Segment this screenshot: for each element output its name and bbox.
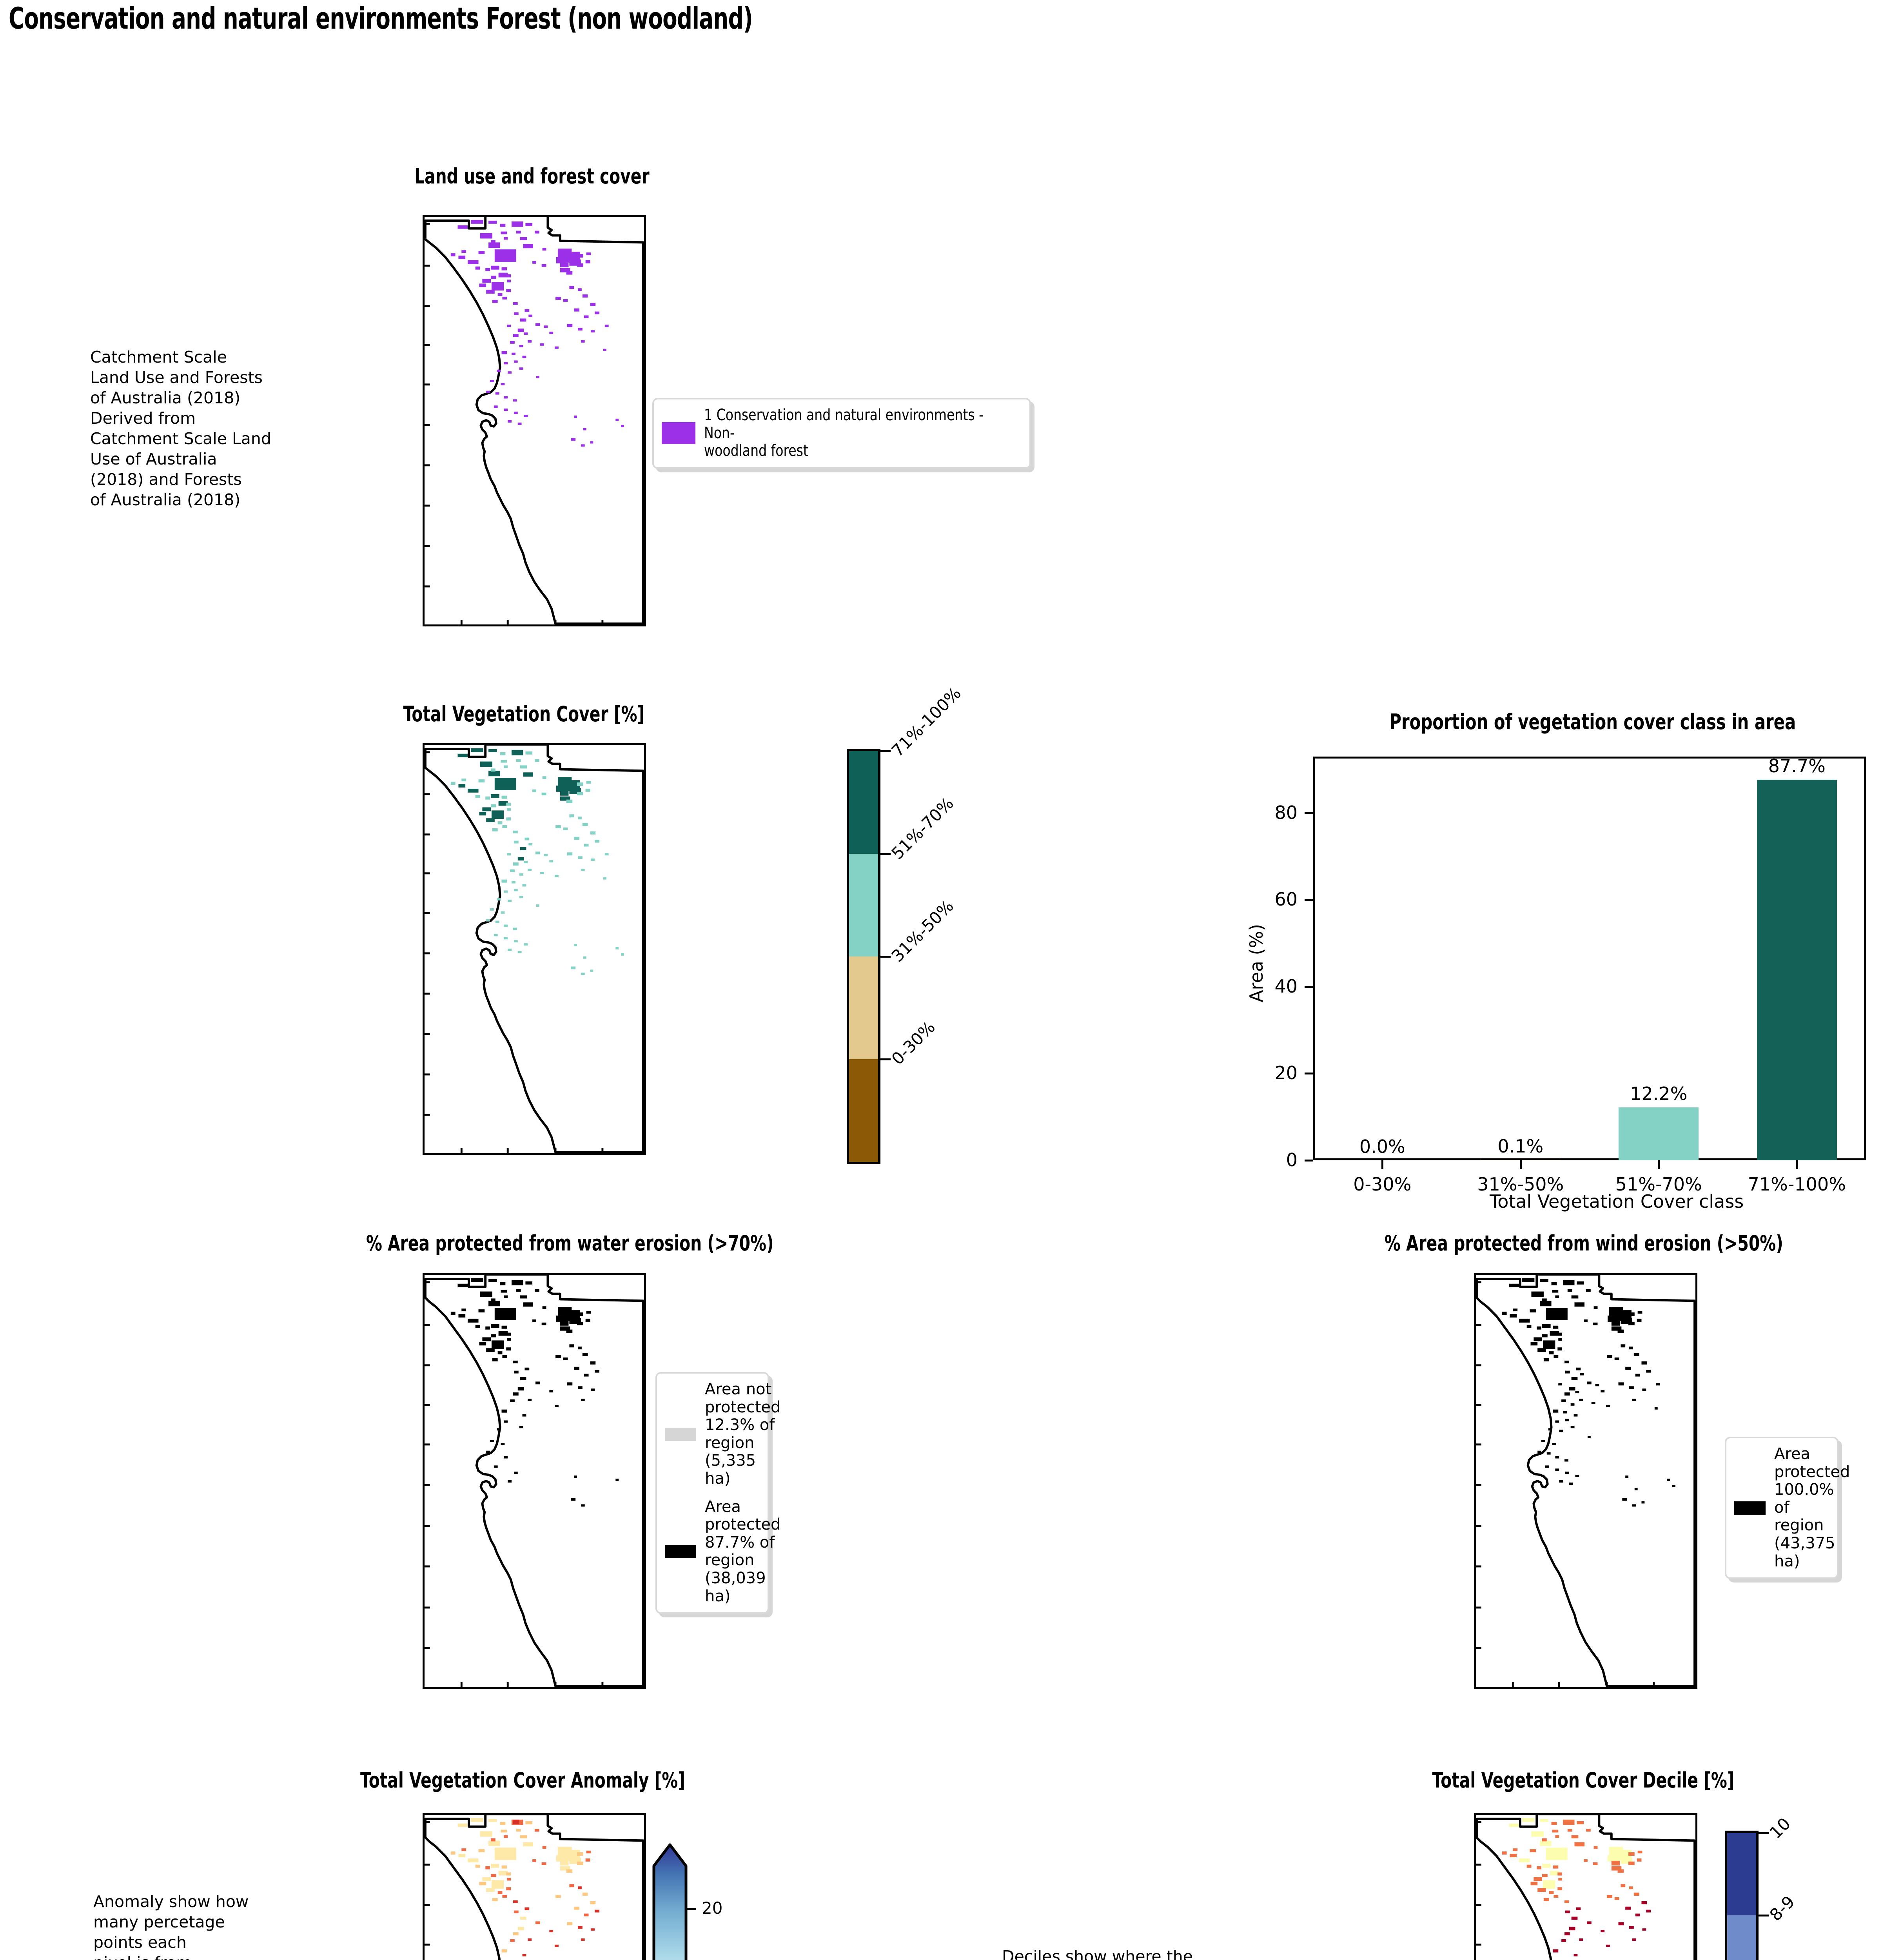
chart-x-tick-label: 0-30% [1353,1174,1412,1195]
colorbar-gradient [652,1843,688,1960]
colorbar-segment [849,956,878,1059]
chart-bar[interactable] [1619,1107,1699,1160]
chart-x-axis-label: Total Vegetation Cover class [1490,1191,1744,1212]
protected-pixels [1502,1278,1675,1507]
chart-y-tick-label: 0 [1286,1149,1298,1171]
land-use-side-note: Catchment Scale Land Use and Forests of … [90,348,271,510]
decile-map[interactable] [1474,1813,1697,1960]
chart-y-tick-label: 60 [1274,889,1298,910]
chart-bar-value-label: 12.2% [1630,1083,1688,1104]
colorbar-tick-label: 31%-50% [887,896,958,966]
chart-title: Proportion of vegetation cover class in … [1389,710,1796,734]
chart-x-tick [1519,1160,1522,1169]
colorbar-segment [1727,1833,1756,1915]
water-erosion-panel-title: % Area protected from water erosion (>70… [366,1231,774,1256]
anomaly-pixels [450,1818,600,1956]
chart-y-tick [1305,985,1313,988]
chart-y-tick-label: 40 [1274,975,1298,997]
anomaly-colorbar: 20100−10−20 [652,1823,817,1960]
chart-x-tick [1381,1160,1384,1169]
legend-item: Area protected 100.0% of region (43,375 … [1734,1445,1850,1570]
decile-pixels [1502,1818,1651,1956]
anomaly-panel-title: Total Vegetation Cover Anomaly [%] [360,1768,685,1793]
colorbar-tick [880,750,891,752]
decile-panel-title: Total Vegetation Cover Decile [%] [1432,1768,1735,1793]
anomaly-map[interactable] [423,1813,646,1960]
page-title: Conservation and natural environments Fo… [9,1,753,36]
anomaly-map-svg [425,1815,644,1960]
land-use-map-svg [425,217,644,624]
chart-bar-value-label: 87.7% [1768,755,1826,777]
area-protected-label: Area protected 87.7% of region (38,039 h… [705,1497,781,1605]
chart-bar-value-label: 0.0% [1359,1136,1405,1157]
wind-erosion-map[interactable] [1474,1273,1697,1689]
legend-item: Area protected 87.7% of region (38,039 h… [665,1498,780,1606]
colorbar-gradient [847,749,880,1164]
veg-cover-map-svg [425,745,644,1153]
colorbar-tick-label: 51%-70% [887,793,958,863]
chart-y-tick [1305,1160,1313,1161]
area-not-protected-swatch [665,1427,696,1441]
colorbar-tick [880,1058,891,1060]
veg-cover-pixels [450,748,624,975]
area-protected-label: Area protected 100.0% of region (43,375 … [1774,1445,1850,1570]
land-use-map[interactable] [423,215,646,626]
colorbar-tick [880,956,891,958]
area-protected-swatch [1734,1501,1766,1515]
chart-y-tick [1305,899,1313,901]
veg-cover-map[interactable] [423,743,646,1155]
chart-y-tick-label: 80 [1274,802,1298,823]
land-use-legend-label: 1 Conservation and natural environments … [704,406,984,460]
decile-map-svg [1476,1815,1695,1960]
chart-x-tick-label: 31%-50% [1477,1174,1564,1195]
veg-cover-colorbar: 71%-100% 51%-70% 31%-50% 0-30% [847,684,1011,1172]
chart-x-tick-label: 71%-100% [1748,1174,1846,1195]
colorbar-tick [686,1908,696,1910]
forest-patches [450,220,624,447]
colorbar-tick-label: 8-9 [1766,1892,1799,1925]
chart-x-tick [1796,1160,1798,1169]
decile-side-note: Deciles show where the pixel value lies … [1002,1947,1193,1960]
colorbar-tick [1759,1832,1769,1834]
area-protected-swatch [665,1545,696,1559]
chart-y-axis-label: Area (%) [1246,924,1267,1003]
colorbar-segment [849,1059,878,1162]
land-use-legend: 1 Conservation and natural environments … [652,398,1031,469]
colorbar-tick [1759,1914,1769,1916]
anomaly-side-note: Anomaly show how many percetage points e… [93,1892,249,1960]
vegetation-proportion-chart: Proportion of vegetation cover class in … [1223,702,1889,1212]
water-erosion-legend: Area not protected 12.3% of region (5,33… [655,1372,780,1614]
chart-y-tick [1305,812,1313,814]
water-erosion-map-svg [425,1275,644,1687]
colorbar-tick-label: 10 [1766,1814,1795,1842]
chart-bar-value-label: 0.1% [1497,1135,1544,1157]
water-erosion-map[interactable] [423,1273,646,1689]
colorbar-gradient [1725,1831,1759,1960]
colorbar-segment [849,751,878,854]
colorbar-tick-label: 0-30% [887,1017,939,1069]
chart-x-tick [1658,1160,1660,1169]
veg-cover-panel-title: Total Vegetation Cover [%] [403,702,644,726]
colorbar-segment [1727,1915,1756,1960]
chart-x-tick-label: 51%-70% [1615,1174,1702,1195]
chart-y-tick [1305,1073,1313,1075]
colorbar-segment [849,854,878,956]
chart-y-tick-label: 20 [1274,1062,1298,1084]
wind-erosion-panel-title: % Area protected from wind erosion (>50%… [1384,1231,1783,1256]
colorbar-tick-label: 20 [702,1898,723,1918]
protected-pixels [450,1278,619,1507]
wind-erosion-legend: Area protected 100.0% of region (43,375 … [1725,1437,1850,1579]
decile-colorbar: 108-94-72-31 [1725,1814,1889,1960]
colorbar-tick-label: 71%-100% [887,683,965,760]
wind-erosion-map-svg [1476,1275,1695,1687]
area-not-protected-label: Area not protected 12.3% of region (5,33… [705,1380,781,1488]
land-use-panel-title: Land use and forest cover [414,164,650,189]
legend-item: 1 Conservation and natural environments … [662,406,1022,460]
land-use-legend-swatch [662,422,695,445]
legend-item: Area not protected 12.3% of region (5,33… [665,1380,780,1488]
chart-bar[interactable] [1757,779,1837,1160]
colorbar-tick [880,853,891,855]
